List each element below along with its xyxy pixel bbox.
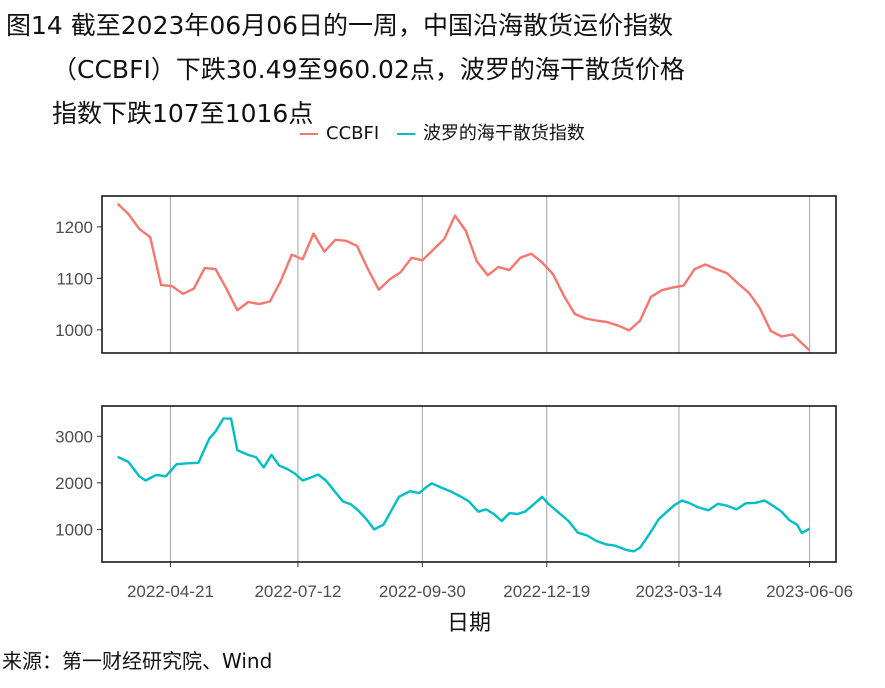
legend-item-bdi: 波罗的海干散货指数 <box>396 121 585 147</box>
y-tick-label-0-1: 1100 <box>56 269 93 288</box>
y-tick-label-0-0: 1000 <box>55 321 93 340</box>
figure-title: 图14 截至2023年06月06日的一周，中国沿海散货运价指数 （CCBFI）下… <box>6 4 881 136</box>
x-tick-label-5: 2023-06-06 <box>766 582 853 601</box>
chart-legend: CCBFI 波罗的海干散货指数 <box>0 117 885 147</box>
legend-item-ccbfi: CCBFI <box>300 121 379 147</box>
y-tick-label-0-2: 1200 <box>55 218 93 237</box>
y-tick-label-1-1: 2000 <box>55 474 93 493</box>
y-tick-label-1-2: 3000 <box>55 427 93 446</box>
legend-swatch-bdi <box>396 133 415 135</box>
panel-frame-0 <box>101 195 837 354</box>
series-line-1-0 <box>117 417 811 553</box>
legend-label-ccbfi: CCBFI <box>326 123 380 144</box>
x-tick-label-0: 2022-04-21 <box>127 582 214 601</box>
legend-swatch-ccbfi <box>300 133 319 135</box>
y-tick-label-1-0: 1000 <box>55 520 93 539</box>
figure-title-line-1: 图14 截至2023年06月06日的一周，中国沿海散货运价指数 <box>6 11 674 40</box>
x-tick-label-3: 2022-12-19 <box>503 582 590 601</box>
legend-label-bdi: 波罗的海干散货指数 <box>422 123 585 144</box>
x-tick-label-4: 2023-03-14 <box>635 582 722 601</box>
x-tick-label-1: 2022-07-12 <box>254 582 341 601</box>
x-axis-title: 日期 <box>447 611 491 636</box>
panel-frame-1 <box>101 405 837 563</box>
x-tick-label-2: 2022-09-30 <box>379 582 466 601</box>
source-note: 来源：第一财经研究院、Wind <box>2 649 273 673</box>
series-line-0-0 <box>116 202 811 352</box>
figure-title-line-2: （CCBFI）下跌30.49至960.02点，波罗的海干散货价格 <box>52 55 685 84</box>
figure-title-line-3: 指数下跌107至1016点 <box>52 99 314 128</box>
